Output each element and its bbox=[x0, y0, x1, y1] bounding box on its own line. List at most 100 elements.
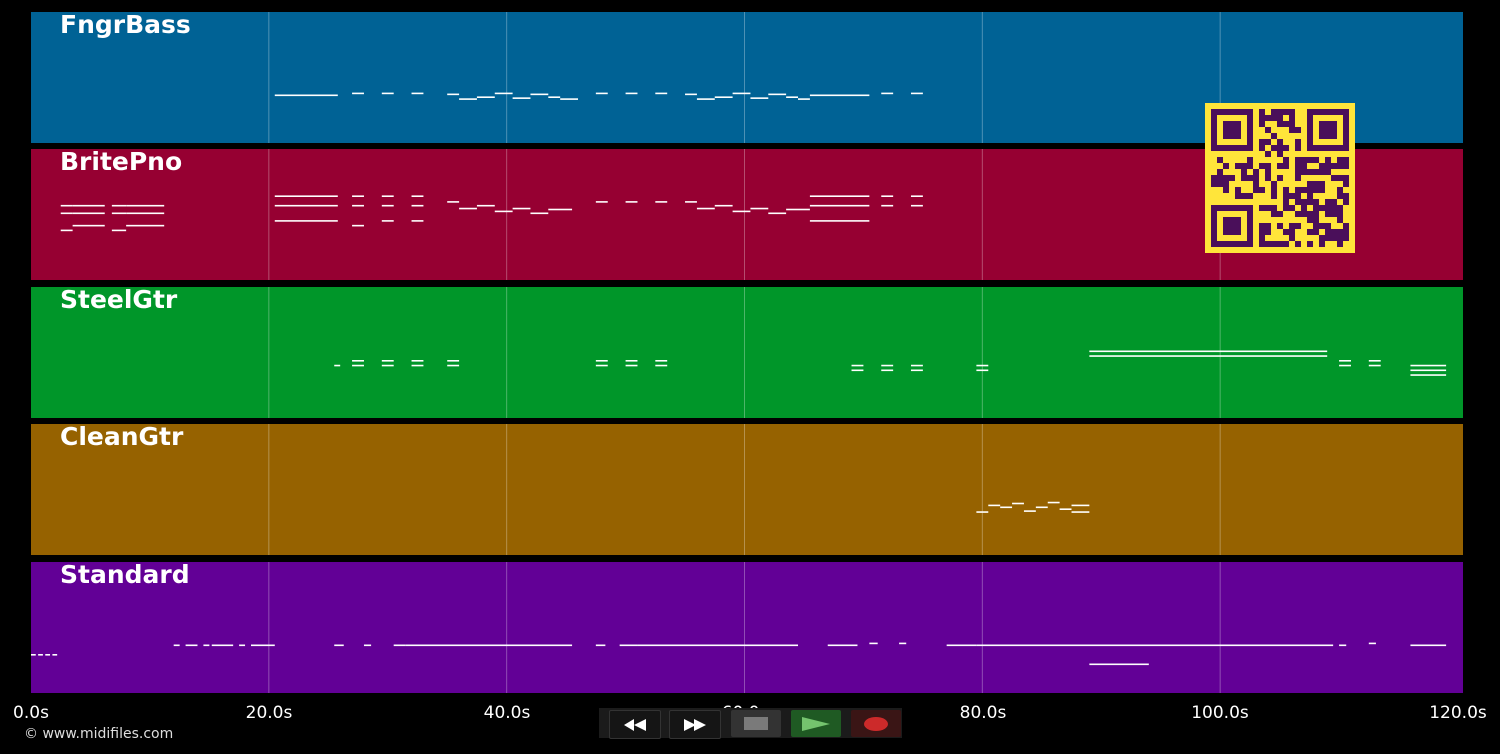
note bbox=[381, 360, 394, 362]
qr-module bbox=[1295, 175, 1301, 181]
note bbox=[363, 644, 372, 647]
stop-button[interactable] bbox=[731, 710, 781, 737]
qr-module bbox=[1343, 229, 1349, 235]
qr-module bbox=[1271, 133, 1277, 139]
note bbox=[334, 644, 344, 647]
qr-module bbox=[1223, 181, 1229, 187]
track-name-cleangtr: CleanGtr bbox=[60, 424, 184, 451]
qr-module bbox=[1265, 175, 1271, 181]
qr-module bbox=[1259, 235, 1265, 241]
qr-module bbox=[1277, 115, 1283, 121]
note bbox=[1410, 364, 1447, 367]
note bbox=[530, 93, 549, 96]
qr-module bbox=[1337, 193, 1343, 199]
qr-module bbox=[1307, 199, 1313, 205]
qr-module bbox=[1283, 199, 1289, 205]
time-tick: 20.0s bbox=[245, 703, 293, 723]
note bbox=[625, 364, 638, 367]
note bbox=[476, 96, 495, 98]
note bbox=[910, 364, 923, 367]
note bbox=[1368, 642, 1376, 645]
qr-module bbox=[1319, 163, 1325, 169]
note bbox=[1047, 501, 1060, 504]
note bbox=[768, 93, 787, 96]
note bbox=[411, 364, 424, 367]
qr-module bbox=[1259, 163, 1265, 169]
qr-module bbox=[1313, 211, 1319, 217]
qr-module bbox=[1307, 187, 1313, 193]
note bbox=[411, 92, 424, 95]
qr-module bbox=[1337, 235, 1343, 241]
note bbox=[530, 212, 549, 215]
note bbox=[881, 364, 894, 367]
note bbox=[459, 207, 477, 210]
note bbox=[910, 369, 923, 372]
qr-module bbox=[1277, 163, 1283, 169]
play-button[interactable] bbox=[791, 710, 841, 737]
qr-module bbox=[1313, 217, 1319, 223]
note bbox=[809, 94, 870, 97]
note bbox=[625, 360, 638, 362]
record-button[interactable] bbox=[851, 710, 901, 737]
track-lane-cleangtr[interactable]: CleanGtr bbox=[31, 424, 1463, 555]
qr-module bbox=[1283, 157, 1289, 163]
qr-module bbox=[1271, 145, 1277, 151]
qr-module bbox=[1283, 187, 1289, 193]
track-lane-steelgtr[interactable]: SteelGtr bbox=[31, 287, 1463, 418]
note bbox=[352, 204, 364, 207]
qr-module bbox=[1217, 157, 1223, 163]
note bbox=[1410, 369, 1447, 372]
note bbox=[352, 364, 364, 367]
track-name-standard: Standard bbox=[60, 562, 190, 589]
note bbox=[52, 654, 58, 656]
qr-module bbox=[1313, 169, 1319, 175]
qr-module bbox=[1307, 193, 1313, 199]
qr-module bbox=[1295, 211, 1301, 217]
qr-module bbox=[1259, 223, 1265, 229]
qr-module bbox=[1319, 187, 1325, 193]
note bbox=[1012, 502, 1024, 505]
qr-module bbox=[1271, 241, 1277, 247]
track-name-steelgtr: SteelGtr bbox=[60, 287, 178, 314]
qr-module bbox=[1343, 181, 1349, 187]
rewind-button[interactable] bbox=[609, 710, 661, 739]
qr-module bbox=[1325, 211, 1331, 217]
note bbox=[696, 98, 715, 100]
note bbox=[352, 195, 364, 197]
note bbox=[809, 204, 870, 207]
note bbox=[352, 224, 364, 227]
note bbox=[447, 201, 460, 203]
qr-module bbox=[1325, 157, 1331, 163]
qr-module bbox=[1325, 223, 1331, 229]
note bbox=[274, 204, 338, 207]
qr-module bbox=[1265, 229, 1271, 235]
qr-module bbox=[1283, 205, 1289, 211]
qr-module bbox=[1343, 175, 1349, 181]
note bbox=[352, 92, 364, 95]
note bbox=[655, 201, 668, 203]
qr-module bbox=[1319, 205, 1325, 211]
track-lane-standard[interactable]: Standard bbox=[31, 562, 1463, 693]
qr-finder-center bbox=[1319, 121, 1337, 139]
qr-code[interactable] bbox=[1205, 103, 1355, 253]
note bbox=[910, 204, 923, 207]
transport-bar bbox=[599, 708, 902, 739]
note bbox=[798, 98, 810, 100]
qr-module bbox=[1301, 169, 1307, 175]
qr-module bbox=[1313, 181, 1319, 187]
qr-module bbox=[1331, 235, 1337, 241]
qr-module bbox=[1307, 211, 1313, 217]
track-lane-fngrbass[interactable]: FngrBass bbox=[31, 12, 1463, 143]
fast-forward-button[interactable] bbox=[669, 710, 721, 739]
qr-module bbox=[1289, 109, 1295, 115]
qr-module bbox=[1271, 181, 1277, 187]
qr-module bbox=[1343, 199, 1349, 205]
qr-module bbox=[1283, 121, 1289, 127]
qr-module bbox=[1319, 235, 1325, 241]
note bbox=[447, 93, 460, 96]
qr-module bbox=[1343, 193, 1349, 199]
qr-module bbox=[1331, 211, 1337, 217]
note bbox=[459, 98, 477, 100]
note bbox=[625, 201, 638, 203]
